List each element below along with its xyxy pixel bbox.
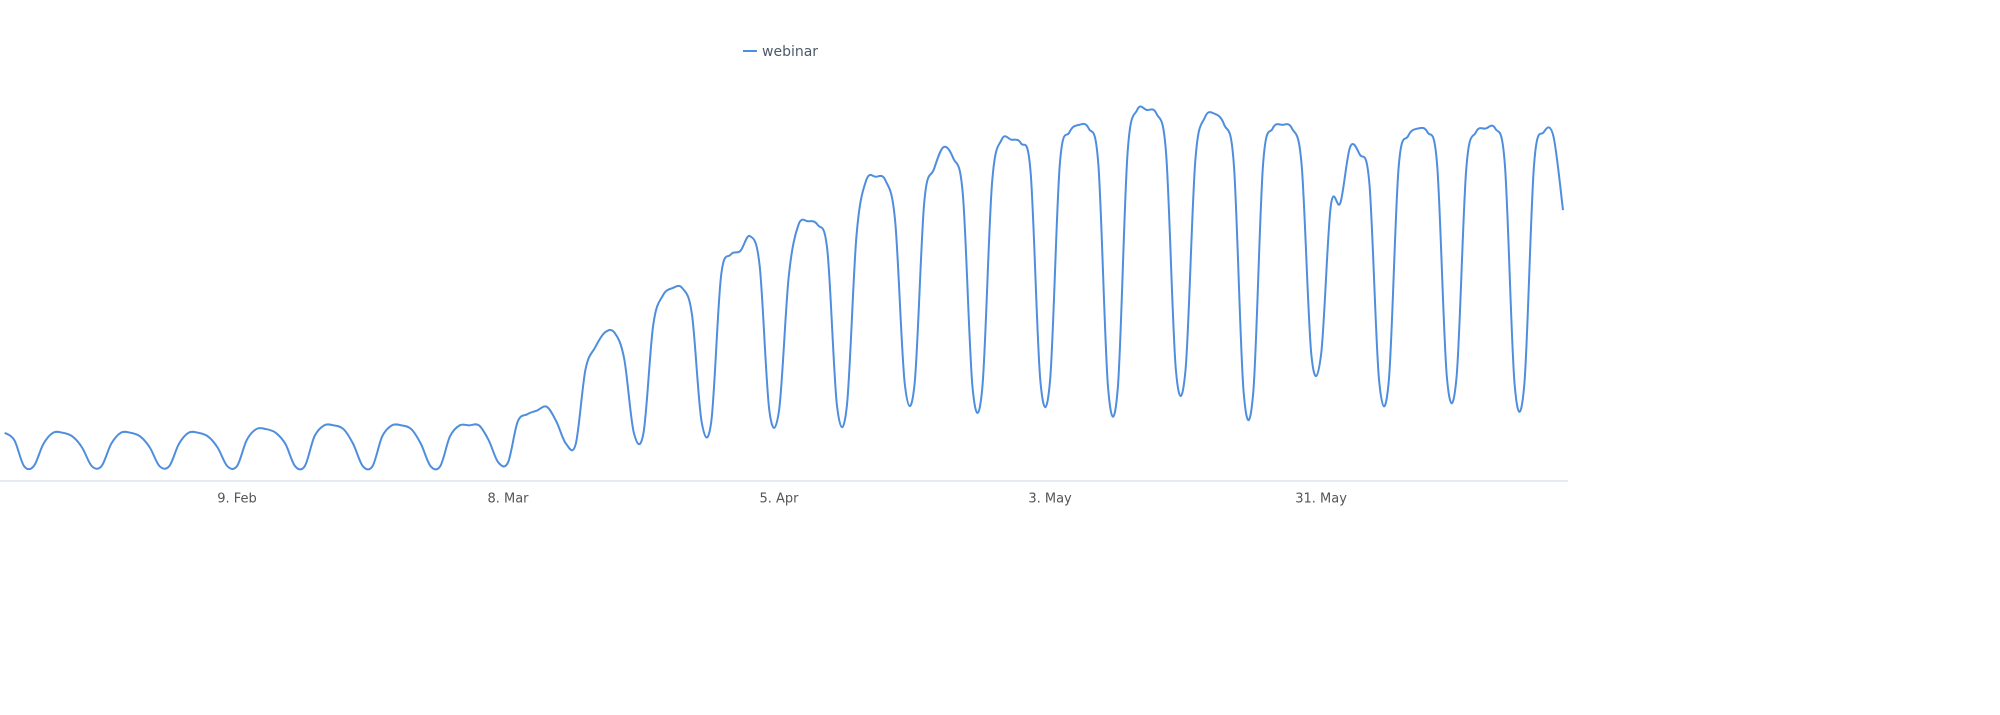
- x-tick-label: 8. Mar: [487, 492, 529, 507]
- x-tick-label: 5. Apr: [760, 492, 800, 507]
- x-tick-label: 9. Feb: [217, 492, 257, 507]
- legend-label: webinar: [762, 44, 818, 60]
- x-tick-label: 3. May: [1028, 492, 1072, 507]
- x-tick-label: 31. May: [1295, 492, 1347, 507]
- line: [4, 105, 1565, 471]
